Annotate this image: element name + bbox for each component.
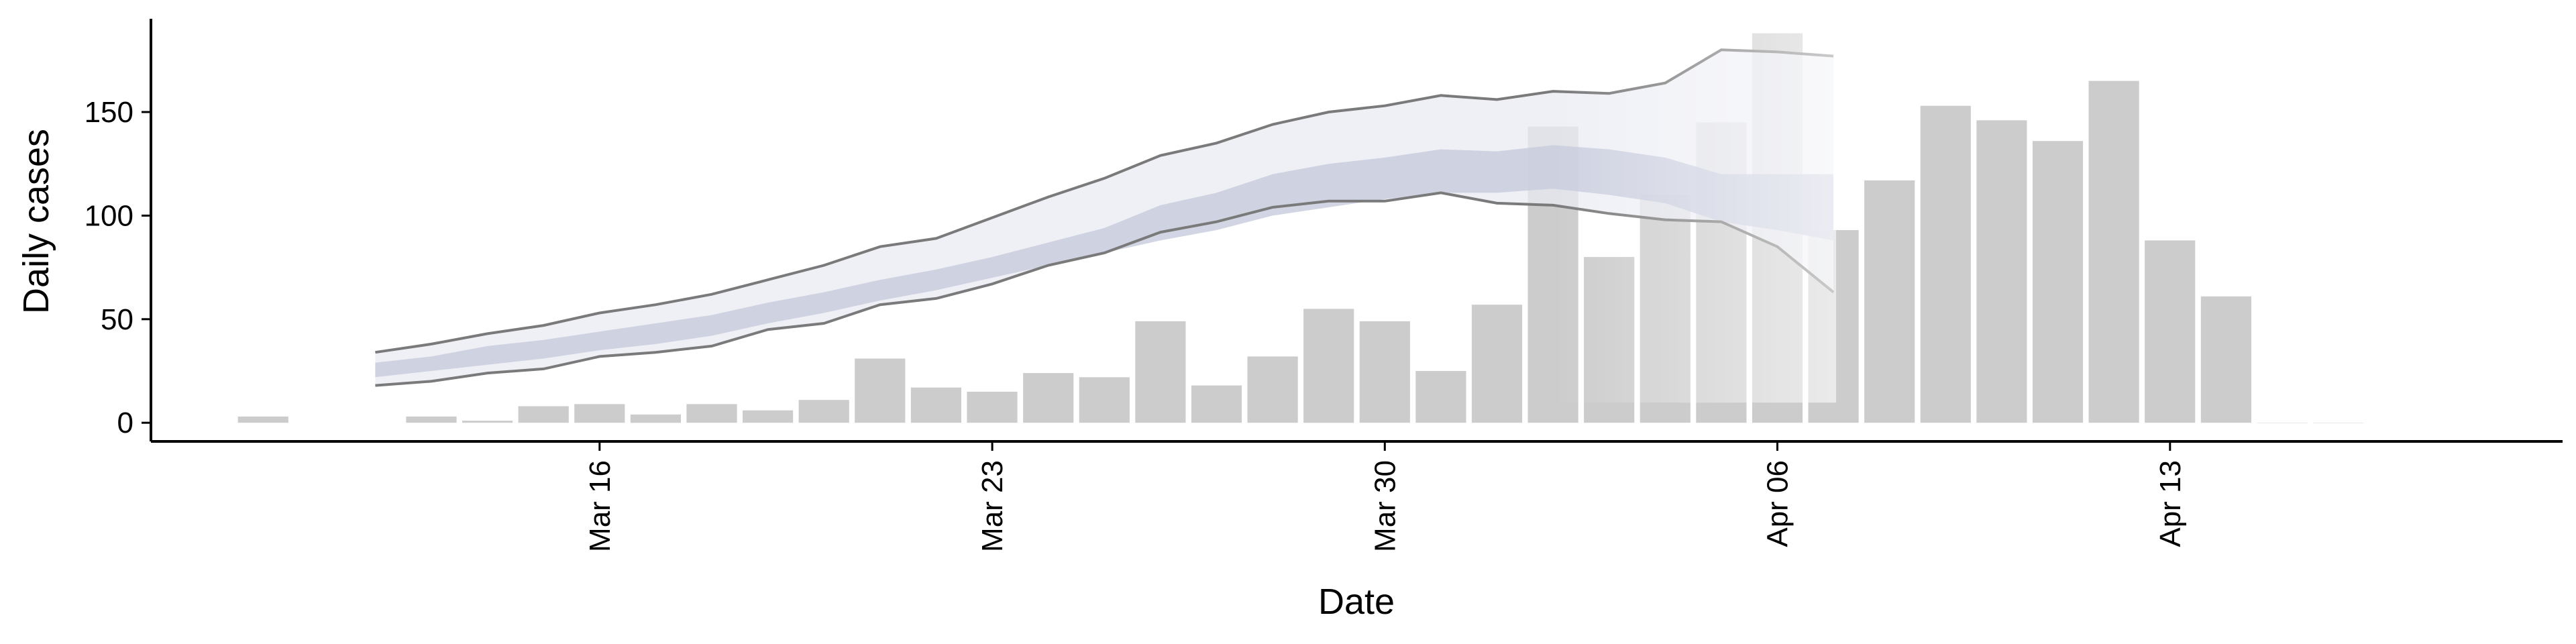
bar (462, 421, 513, 423)
y-tick-label: 150 (85, 96, 133, 129)
bar (630, 414, 681, 423)
y-tick-label: 0 (117, 407, 133, 439)
x-tick-label: Apr 13 (2154, 460, 2187, 547)
bar (2032, 141, 2084, 423)
x-tick-label: Mar 23 (976, 460, 1009, 552)
bar (574, 404, 625, 423)
x-tick-label: Apr 06 (1762, 460, 1794, 547)
bar (518, 406, 569, 423)
forecast-band-90 (375, 50, 1834, 386)
bar (2145, 240, 2196, 423)
bar (967, 391, 1018, 423)
bar (686, 404, 737, 423)
bar (1920, 105, 1971, 423)
bar (1303, 309, 1354, 423)
x-tick-label: Mar 16 (584, 460, 616, 552)
bar (1415, 371, 1466, 423)
bar (743, 410, 794, 423)
y-axis-ticks: 0 50 100 150 (85, 96, 151, 439)
bar (2088, 80, 2139, 423)
bar (1976, 120, 2027, 423)
bar (1191, 385, 1242, 423)
bar (1471, 305, 1523, 423)
x-axis-ticks: Mar 16 Mar 23 Mar 30 Apr 06 Apr 13 (584, 441, 2187, 552)
bar (2200, 296, 2251, 423)
bar (1135, 321, 1186, 423)
bar (798, 400, 849, 423)
bar (1023, 373, 1074, 423)
y-axis-title: Daily cases (16, 129, 56, 314)
forecast-band-50 (375, 145, 1834, 378)
bar (1247, 356, 1298, 423)
bar (406, 416, 457, 423)
y-tick-label: 50 (101, 303, 133, 336)
x-tick-label: Mar 30 (1368, 460, 1401, 552)
bar (910, 387, 961, 423)
x-axis-title: Date (1318, 582, 1395, 622)
y-tick-label: 100 (85, 199, 133, 232)
bar (1079, 377, 1130, 423)
bar (855, 358, 906, 423)
forecast-fade-overlay (1553, 19, 1837, 403)
bar (1359, 321, 1410, 423)
bar (1864, 180, 1915, 423)
bar (237, 416, 288, 423)
